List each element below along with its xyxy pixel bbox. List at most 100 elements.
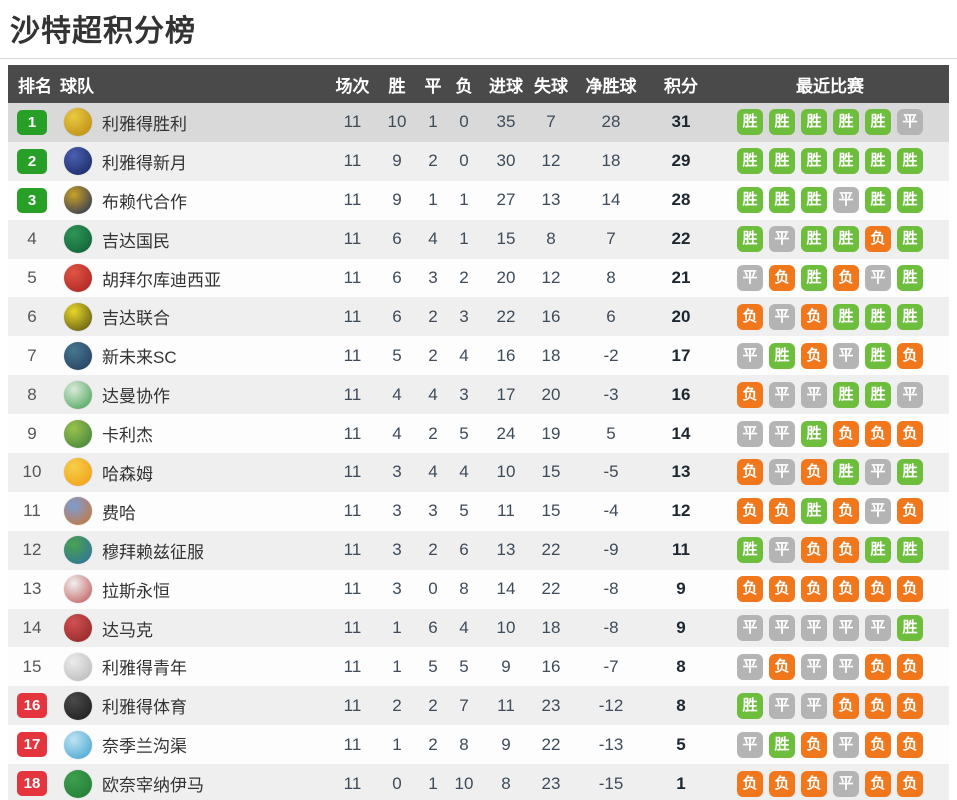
cell-pts: 9 [676, 579, 686, 599]
table-row[interactable]: 13 拉斯永恒 11 3 0 8 14 22 -8 9 负负负负负负 [8, 569, 949, 609]
table-row[interactable]: 1 利雅得胜利 11 10 1 0 35 7 28 31 胜胜胜胜胜平 [8, 103, 949, 142]
cell-team[interactable]: 欧奈宰纳伊马 [102, 776, 204, 796]
result-badge-win: 胜 [801, 187, 827, 214]
cell-loss: 8 [459, 579, 469, 599]
result-badge-draw: 平 [801, 692, 827, 719]
cell-draw: 2 [428, 695, 438, 715]
cell-team[interactable]: 吉达联合 [102, 309, 170, 329]
cell-gf: 30 [496, 151, 516, 171]
cell-win: 9 [392, 151, 402, 171]
cell-team[interactable]: 利雅得胜利 [102, 114, 187, 134]
cell-win: 10 [387, 112, 407, 132]
cell-pts: 8 [676, 695, 686, 715]
table-row[interactable]: 3 布赖代合作 11 9 1 1 27 13 14 28 胜胜胜平胜胜 [8, 180, 949, 220]
table-row[interactable]: 18 欧奈宰纳伊马 11 0 1 10 8 23 -15 1 负负负平负负 [8, 764, 949, 800]
cell-team[interactable]: 哈森姆 [102, 464, 153, 484]
cell-draw: 2 [428, 734, 438, 754]
cell-played: 11 [343, 618, 362, 638]
result-badge-loss: 负 [769, 653, 795, 680]
header-rank: 排名 [18, 76, 52, 96]
cell-team[interactable]: 达马克 [102, 620, 153, 640]
team-logo-icon [64, 536, 92, 565]
rank-badge: 16 [17, 693, 47, 719]
cell-team[interactable]: 新未来SC [102, 348, 177, 368]
table-row[interactable]: 7 新未来SC 11 5 2 4 16 18 -2 17 平胜负平胜负 [8, 336, 949, 376]
table-row[interactable]: 8 达曼协作 11 4 4 3 17 20 -3 16 负平平胜胜平 [8, 375, 949, 415]
logo-cell [56, 302, 100, 331]
table-row[interactable]: 17 奈季兰沟渠 11 1 2 8 9 22 -13 5 平胜负平负负 [8, 725, 949, 765]
table-row[interactable]: 14 达马克 11 1 6 4 10 18 -8 9 平平平平平胜 [8, 608, 949, 648]
cell-played: 11 [343, 229, 362, 249]
rank-badge: 3 [17, 187, 47, 213]
result-badge-draw: 平 [737, 265, 763, 291]
recent-results: 平负平平负负 [711, 653, 949, 680]
result-badge-draw: 平 [865, 459, 891, 486]
cell-gd: -4 [603, 501, 619, 521]
rank-cell: 18 [8, 771, 56, 797]
result-badge-win: 胜 [833, 148, 859, 175]
cell-win: 1 [392, 618, 402, 638]
cell-gf: 27 [496, 190, 516, 210]
result-badge-win: 胜 [897, 615, 923, 642]
cell-loss: 4 [459, 618, 469, 638]
table-row[interactable]: 5 胡拜尔库迪西亚 11 6 3 2 20 12 8 21 平负胜负平胜 [8, 258, 949, 298]
cell-played: 11 [343, 656, 362, 676]
cell-team[interactable]: 利雅得体育 [102, 698, 187, 718]
cell-draw: 5 [428, 656, 438, 676]
cell-ga: 22 [541, 734, 561, 754]
cell-team[interactable]: 利雅得青年 [102, 659, 187, 679]
cell-gf: 16 [496, 345, 516, 365]
header-gd: 净胜球 [585, 76, 637, 96]
result-badge-win: 胜 [897, 148, 923, 175]
result-badge-loss: 负 [833, 265, 859, 291]
cell-team[interactable]: 拉斯永恒 [102, 581, 170, 601]
cell-team[interactable]: 奈季兰沟渠 [102, 737, 187, 757]
cell-team[interactable]: 吉达国民 [102, 231, 170, 251]
cell-team[interactable]: 费哈 [102, 503, 136, 523]
cell-loss: 8 [459, 734, 469, 754]
cell-win: 3 [392, 579, 402, 599]
table-row[interactable]: 2 利雅得新月 11 9 2 0 30 12 18 29 胜胜胜胜胜胜 [8, 141, 949, 181]
cell-team[interactable]: 布赖代合作 [102, 192, 187, 212]
cell-gd: -9 [603, 540, 619, 560]
cell-pts: 22 [671, 229, 691, 249]
header-pts: 积分 [664, 76, 698, 96]
cell-team[interactable]: 胡拜尔库迪西亚 [102, 270, 221, 290]
result-badge-win: 胜 [833, 109, 859, 136]
cell-team[interactable]: 利雅得新月 [102, 153, 187, 173]
logo-cell [56, 497, 100, 526]
table-row[interactable]: 15 利雅得青年 11 1 5 5 9 16 -7 8 平负平平负负 [8, 647, 949, 687]
result-badge-draw: 平 [737, 653, 763, 680]
cell-draw: 3 [428, 268, 438, 287]
table-row[interactable]: 6 吉达联合 11 6 2 3 22 16 6 20 负平负胜胜胜 [8, 297, 949, 337]
result-badge-loss: 负 [897, 576, 923, 603]
rank-cell: 12 [8, 540, 56, 560]
rank-badge: 7 [27, 345, 37, 365]
cell-team[interactable]: 穆拜赖兹征服 [102, 542, 204, 562]
table-row[interactable]: 16 利雅得体育 11 2 2 7 11 23 -12 8 胜平平负负负 [8, 686, 949, 726]
table-row[interactable]: 4 吉达国民 11 6 4 1 15 8 7 22 胜平胜胜负胜 [8, 219, 949, 259]
table-row[interactable]: 9 卡利杰 11 4 2 5 24 19 5 14 平平胜负负负 [8, 414, 949, 454]
rank-cell: 15 [8, 657, 56, 677]
table-row[interactable]: 10 哈森姆 11 3 4 4 10 15 -5 13 负平负胜平胜 [8, 453, 949, 492]
cell-loss: 1 [459, 190, 469, 210]
result-badge-loss: 负 [737, 498, 763, 525]
cell-gd: -5 [603, 462, 619, 482]
logo-cell [56, 147, 100, 176]
result-badge-loss: 负 [801, 537, 827, 564]
result-badge-draw: 平 [833, 342, 859, 369]
recent-results: 负平负胜平胜 [711, 459, 949, 486]
cell-played: 11 [343, 501, 362, 521]
cell-played: 11 [343, 462, 362, 482]
cell-gd: -7 [603, 656, 619, 676]
result-badge-loss: 负 [801, 731, 827, 758]
cell-team[interactable]: 卡利杰 [102, 426, 153, 446]
table-row[interactable]: 11 费哈 11 3 3 5 11 15 -4 12 负负胜负平负 [8, 491, 949, 531]
table-row[interactable]: 12 穆拜赖兹征服 11 3 2 6 13 22 -9 11 胜平负负胜胜 [8, 530, 949, 570]
result-badge-loss: 负 [833, 692, 859, 719]
cell-gf: 20 [496, 268, 516, 287]
cell-gd: 8 [606, 268, 616, 287]
result-badge-draw: 平 [833, 653, 859, 680]
cell-draw: 4 [428, 462, 438, 482]
cell-team[interactable]: 达曼协作 [102, 387, 170, 407]
